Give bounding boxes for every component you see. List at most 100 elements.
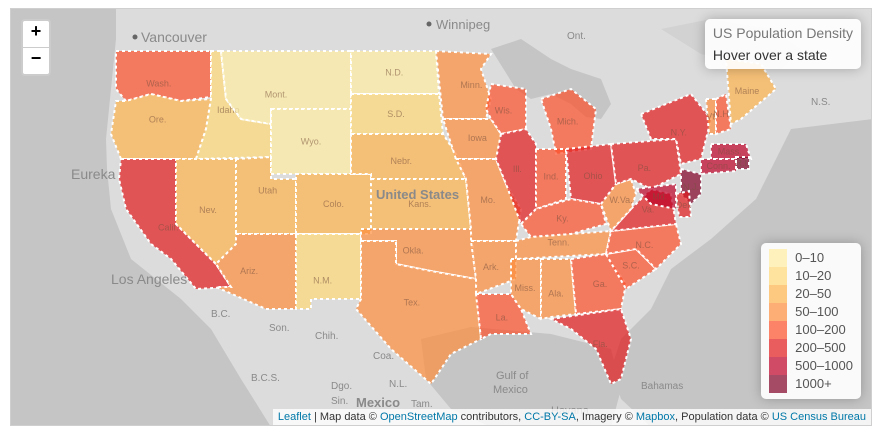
state-label: Calif. — [158, 222, 179, 232]
place-ns: N.S. — [811, 97, 830, 108]
state-fla[interactable] — [547, 307, 633, 386]
state-label: Ga. — [593, 279, 608, 289]
state-del[interactable] — [674, 189, 693, 218]
state-nev[interactable] — [175, 158, 237, 266]
state-tex[interactable] — [354, 240, 483, 386]
state-label: N.Y. — [671, 128, 687, 138]
legend-row: 1000+ — [769, 375, 853, 393]
attribution-text-4: , Population data © — [675, 411, 772, 423]
state-label: Kans. — [408, 199, 431, 209]
state-conn[interactable] — [700, 158, 737, 176]
legend-label: 50–100 — [795, 304, 839, 319]
state-label: Ala. — [548, 289, 564, 299]
state-nm[interactable] — [295, 233, 362, 310]
state-md[interactable] — [633, 182, 677, 211]
state-label: La. — [496, 312, 509, 322]
place-coa: Coa. — [373, 351, 394, 362]
map-view[interactable]: Wash. Ore. Calif. Idaho Nev. Utah Ariz. Mont. Wy… — [10, 8, 872, 426]
place-ont: Ont. — [567, 31, 586, 42]
state-wash[interactable] — [115, 50, 212, 103]
place-chih: Chih. — [315, 331, 338, 342]
attribution-text-1: | Map data © — [310, 411, 380, 423]
state-ill[interactable] — [494, 127, 537, 226]
state-label: Mo. — [480, 195, 495, 205]
map-canvas[interactable]: Wash. Ore. Calif. Idaho Nev. Utah Ariz. Mont. Wy… — [11, 9, 872, 426]
state-label: Tenn. — [547, 238, 569, 248]
state-label: Ind. — [543, 172, 558, 182]
state-label: N.M. — [313, 276, 332, 286]
attribution: Leaflet | Map data © OpenStreetMap contr… — [272, 409, 871, 425]
state-sc[interactable] — [604, 247, 658, 291]
legend-label: 10–20 — [795, 268, 832, 283]
state-label: Colo. — [323, 199, 344, 209]
legend-row: 10–20 — [769, 267, 853, 285]
legend-swatch — [769, 357, 788, 375]
state-utah[interactable] — [235, 155, 297, 235]
legend-swatch — [769, 249, 788, 267]
state-mass[interactable] — [710, 143, 753, 160]
mapbox-link[interactable]: Mapbox — [635, 411, 676, 423]
state-ark[interactable] — [469, 240, 517, 296]
legend-row: 200–500 — [769, 339, 853, 357]
legend-swatch — [769, 339, 788, 357]
state-label: Idaho — [217, 105, 240, 115]
state-layer[interactable]: Wash. Ore. Calif. Idaho Nev. Utah Ariz. Mont. Wy… — [109, 49, 778, 386]
zoom-out-button[interactable]: − — [23, 47, 49, 74]
state-label: R.I. — [735, 158, 749, 168]
state-label: Fla. — [593, 339, 608, 349]
legend-label: 500–1000 — [795, 358, 853, 373]
state-label: Utah — [258, 185, 277, 195]
place-sin: Sin. — [331, 396, 348, 407]
state-label: Wis. — [495, 106, 513, 116]
attribution-text-2: contributors, — [457, 411, 525, 423]
pacific-ocean — [11, 9, 270, 425]
info-panel: US Population Density Hover over a state — [704, 19, 861, 69]
state-label: Mont. — [265, 90, 288, 100]
state-tenn[interactable] — [515, 229, 613, 261]
legend-row: 500–1000 — [769, 357, 853, 375]
state-label: Maine — [735, 86, 760, 96]
legend-label: 200–500 — [795, 340, 846, 355]
state-label: Del. — [676, 200, 692, 210]
legend-label: 1000+ — [795, 376, 832, 391]
state-idaho[interactable] — [194, 50, 272, 161]
state-nebr[interactable] — [350, 133, 468, 180]
zoom-in-button[interactable]: + — [30, 21, 42, 41]
state-la[interactable] — [474, 293, 533, 341]
legend-label: 0–10 — [795, 250, 825, 265]
gulf-of-mexico — [421, 327, 621, 425]
attribution-text-3: , Imagery © — [575, 411, 636, 423]
state-miss[interactable] — [510, 258, 542, 321]
legend-row: 20–50 — [769, 285, 853, 303]
place-bahamas: Bahamas — [641, 381, 683, 392]
osm-link[interactable]: OpenStreetMap — [379, 411, 458, 423]
place-bc: B.C. — [211, 309, 230, 320]
state-ala[interactable] — [540, 258, 578, 321]
state-wis[interactable] — [484, 82, 527, 136]
state-label: Nebr. — [391, 156, 413, 166]
state-nh[interactable] — [715, 92, 733, 136]
legend-row: 50–100 — [769, 303, 853, 321]
state-ky[interactable] — [519, 197, 608, 239]
legend-label: 100–200 — [795, 322, 846, 337]
state-maine[interactable] — [724, 57, 778, 126]
state-ind[interactable] — [535, 148, 567, 211]
leaflet-link[interactable]: Leaflet — [277, 411, 311, 423]
license-link[interactable]: CC-BY-SA — [524, 411, 576, 423]
state-label: W.Va. — [609, 195, 632, 205]
state-label: Wyo. — [301, 137, 321, 147]
legend-swatch — [769, 375, 788, 393]
legend-swatch — [769, 267, 788, 285]
state-ny[interactable] — [639, 92, 713, 166]
state-label: Iowa — [468, 133, 487, 143]
census-link[interactable]: US Census Bureau — [771, 411, 866, 423]
place-mexico: Mexico — [356, 395, 400, 410]
state-ga[interactable] — [569, 252, 628, 316]
state-label: Ark. — [483, 262, 499, 272]
state-nc[interactable] — [604, 222, 683, 271]
state-label: Ohio — [583, 171, 602, 181]
place-nl: N.L. — [389, 379, 407, 390]
state-ore[interactable] — [109, 92, 213, 160]
state-label: Conn. — [706, 161, 730, 171]
state-label: Vt. — [706, 112, 717, 122]
